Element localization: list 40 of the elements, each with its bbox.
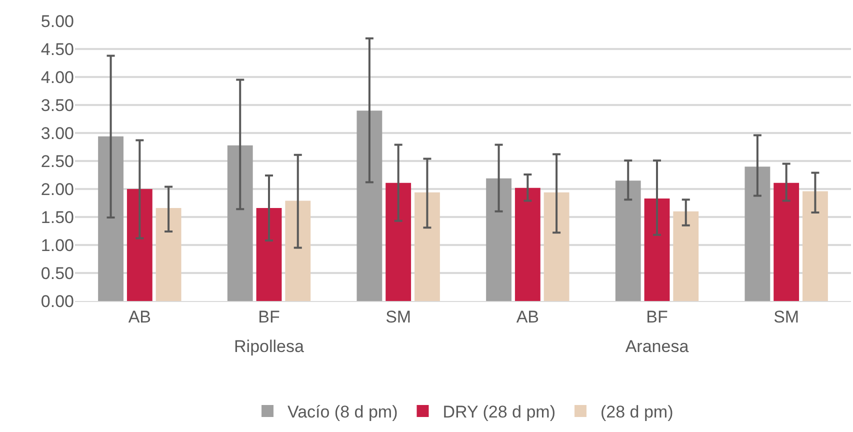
- x-axis-title: Ripollesa: [234, 336, 304, 356]
- bar: [802, 191, 828, 301]
- bar: [486, 178, 512, 301]
- bar: [774, 182, 800, 301]
- y-tick-label: 1.50: [40, 208, 74, 227]
- x-tick-label: BF: [646, 307, 668, 326]
- bar: [285, 200, 311, 301]
- y-tick-label: 5.00: [40, 12, 74, 31]
- legend-label: (28 d pm): [600, 402, 674, 422]
- y-tick-label: 3.50: [40, 96, 74, 115]
- bar: [644, 198, 670, 301]
- x-tick-label: BF: [258, 307, 280, 326]
- bar: [126, 189, 152, 301]
- x-tick-label: AB: [516, 307, 540, 326]
- bar: [256, 208, 282, 301]
- y-tick-label: 1.00: [40, 236, 74, 255]
- y-tick-label: 2.00: [40, 180, 74, 199]
- bar: [98, 136, 124, 301]
- x-axis-title: Aranesa: [625, 336, 690, 356]
- legend-label: Vacío (8 d pm): [288, 402, 398, 422]
- y-tick-label: 2.50: [40, 152, 74, 171]
- x-tick-label: SM: [774, 307, 800, 326]
- y-tick-label: 0.00: [40, 292, 74, 311]
- bar: [386, 182, 412, 301]
- bar: [156, 208, 182, 301]
- bar: [227, 145, 253, 301]
- bar: [514, 188, 540, 301]
- y-tick-label: 4.00: [40, 68, 74, 87]
- bar: [414, 192, 440, 301]
- legend-label: DRY (28 d pm): [442, 402, 556, 422]
- bar: [356, 110, 382, 301]
- y-tick-label: 4.50: [40, 40, 74, 59]
- bar: [673, 211, 699, 301]
- bar: [544, 192, 570, 301]
- y-tick-label: 0.50: [40, 264, 74, 283]
- x-tick-label: AB: [128, 307, 152, 326]
- bar: [615, 180, 641, 301]
- y-tick-label: 3.00: [40, 124, 74, 143]
- bar: [744, 166, 770, 301]
- x-tick-label: SM: [386, 307, 412, 326]
